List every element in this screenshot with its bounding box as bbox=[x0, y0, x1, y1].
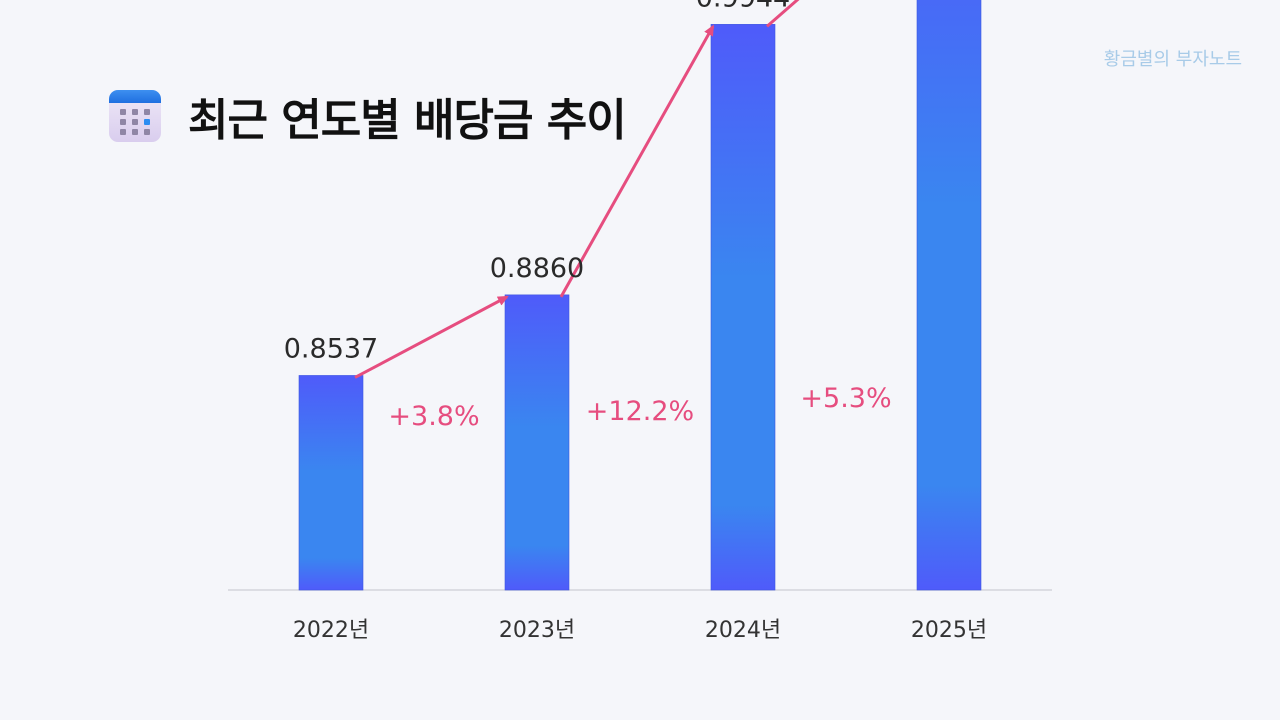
watermark: 황금별의 부자노트 bbox=[1103, 49, 1242, 70]
growth-arrow-2 bbox=[766, 0, 800, 28]
value-label-0: 0.8537 bbox=[284, 333, 378, 364]
bar-1 bbox=[504, 294, 570, 591]
growth-label-0: +3.8% bbox=[388, 401, 479, 432]
bar-2 bbox=[710, 24, 776, 591]
category-label-0: 2022년 bbox=[293, 618, 369, 643]
category-label-1: 2023년 bbox=[499, 618, 575, 643]
category-label-3: 2025년 bbox=[911, 618, 987, 643]
growth-label-1: +12.2% bbox=[586, 396, 694, 427]
calendar-icon bbox=[109, 90, 161, 142]
value-label-2: 0.9944 bbox=[696, 0, 790, 13]
growth-arrow-1 bbox=[559, 24, 715, 298]
value-label-1: 0.8860 bbox=[490, 253, 584, 284]
growth-label-2: +5.3% bbox=[800, 383, 891, 414]
title-row: 최근 연도별 배당금 추이 bbox=[108, 84, 627, 148]
bar-3 bbox=[916, 0, 982, 591]
page-title: 최근 연도별 배당금 추이 bbox=[188, 95, 627, 146]
category-label-2: 2024년 bbox=[705, 618, 781, 643]
growth-arrow-0 bbox=[354, 295, 509, 379]
bar-0 bbox=[298, 375, 364, 591]
